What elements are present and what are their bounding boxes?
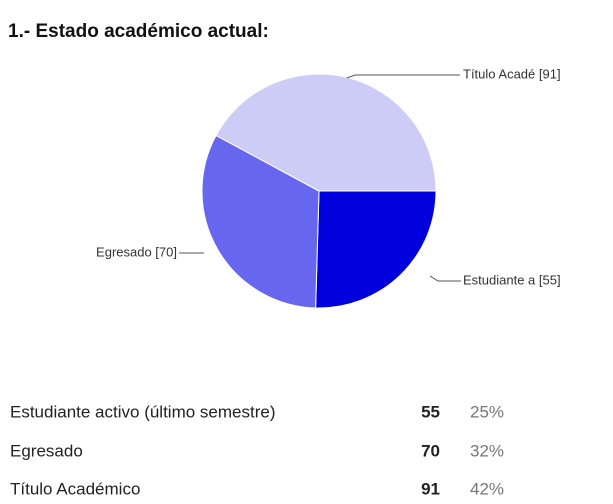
row-label: Estudiante activo (último semestre) [10, 402, 276, 421]
leader-line [429, 275, 461, 282]
slice-label: Título Acadé [91] [463, 66, 561, 81]
row-percent: 25% [470, 402, 504, 421]
row-count: 91 [421, 479, 440, 498]
pie [201, 73, 437, 309]
slice-label: Estudiante a [55] [463, 272, 561, 287]
row-count: 55 [421, 402, 440, 421]
row-percent: 42% [470, 479, 504, 498]
leader-line [346, 74, 460, 79]
pie-slice [201, 134, 320, 309]
row-percent: 32% [470, 441, 504, 460]
row-count: 70 [421, 441, 440, 460]
row-label: Título Académico [10, 479, 140, 498]
row-label: Egresado [10, 441, 83, 460]
pie-slice [315, 190, 437, 309]
slice-label: Egresado [70] [96, 244, 177, 259]
chart-title: 1.- Estado académico actual: [8, 21, 269, 42]
